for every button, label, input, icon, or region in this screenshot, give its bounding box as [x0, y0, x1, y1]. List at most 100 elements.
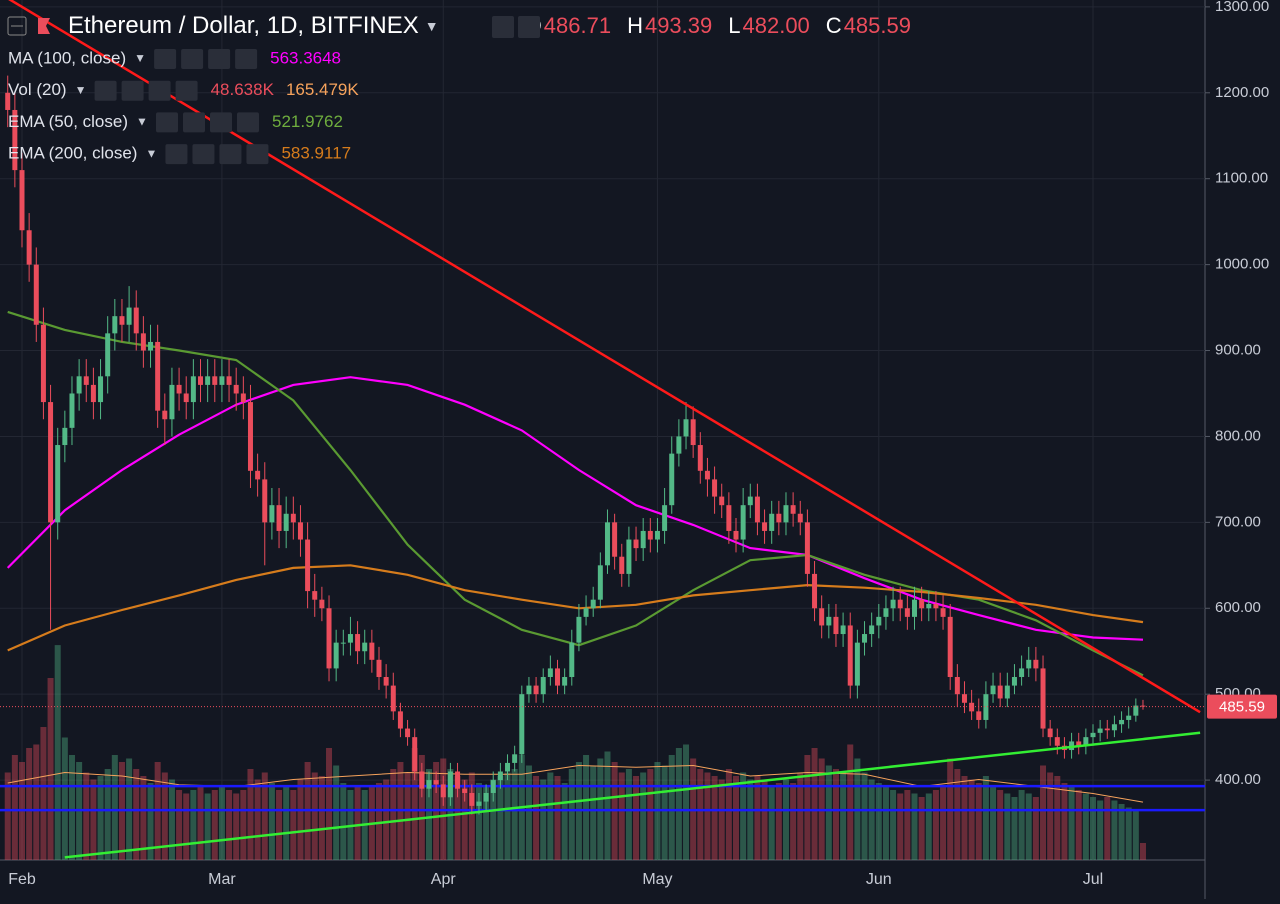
volume-bar: [204, 793, 211, 860]
candle-body: [497, 771, 503, 781]
candle-body: [83, 376, 89, 385]
x-tick-label: Feb: [8, 871, 36, 888]
candle-body: [812, 573, 818, 609]
candle-body: [305, 539, 311, 592]
collapse-icon[interactable]: [7, 16, 27, 36]
candle-body: [169, 384, 175, 420]
candle-body: [269, 505, 275, 523]
candle-body: [619, 556, 625, 574]
volume-bar: [1139, 842, 1146, 860]
legend-icon[interactable]: [246, 144, 269, 165]
legend-name: MA (100, close): [8, 48, 126, 67]
legend-icon[interactable]: [219, 144, 242, 165]
volume-bar: [1075, 790, 1082, 860]
candle-body: [126, 307, 132, 325]
legend-icon[interactable]: [181, 49, 204, 69]
volume-bar: [176, 790, 183, 860]
candle-body: [526, 685, 532, 695]
volume-bar: [1018, 790, 1025, 860]
candle-body: [1119, 719, 1125, 725]
volume-bar: [861, 772, 868, 860]
legend-icon[interactable]: [183, 112, 205, 133]
volume-bar: [425, 769, 432, 860]
volume-bar: [47, 678, 54, 860]
volume-bar: [718, 779, 725, 860]
candle-body: [233, 384, 239, 394]
candle-body: [512, 754, 518, 763]
candle-body: [162, 410, 168, 420]
header-icon[interactable]: [518, 16, 540, 38]
x-tick-label: May: [642, 871, 672, 888]
volume-bar: [247, 769, 254, 860]
candle-body: [62, 427, 68, 446]
legend-icon[interactable]: [210, 112, 232, 133]
volume-bar: [133, 769, 140, 860]
candle-body: [1011, 677, 1017, 686]
volume-bar: [990, 786, 997, 860]
candle-body: [355, 634, 361, 652]
volume-bar: [797, 772, 804, 860]
candle-body: [547, 668, 553, 678]
candle-body: [90, 384, 96, 403]
candle-body: [155, 341, 161, 411]
volume-bar: [376, 783, 382, 860]
volume-bar: [940, 786, 947, 860]
candle-body: [669, 453, 675, 506]
volume-bar: [404, 772, 411, 860]
volume-bar: [847, 744, 854, 860]
candle-body: [476, 801, 482, 806]
candle-body: [112, 316, 118, 334]
candle-body: [1076, 741, 1082, 746]
volume-bar: [1040, 765, 1047, 860]
candle-body: [912, 599, 917, 617]
candle-body: [240, 393, 246, 403]
candle-body: [947, 616, 953, 678]
grid: [0, 0, 1205, 860]
volume-bar: [997, 790, 1004, 860]
candle-body: [519, 694, 525, 755]
header-icon[interactable]: [492, 16, 514, 38]
volume-bar: [218, 786, 225, 860]
candle-body: [804, 522, 810, 574]
candle-body: [797, 513, 803, 523]
legend-icon[interactable]: [165, 144, 188, 165]
candle-body: [562, 677, 568, 686]
candle-body: [290, 513, 296, 523]
candle-body: [219, 376, 225, 385]
legend-icon[interactable]: [175, 80, 198, 101]
ohlc-value: 482.00: [743, 13, 810, 38]
candle-body: [176, 384, 182, 394]
legend-icon[interactable]: [156, 112, 178, 133]
volume-bar: [197, 786, 204, 860]
candle-body: [69, 393, 75, 428]
candle-body: [819, 608, 825, 626]
volume-bar: [1082, 793, 1089, 860]
legend-name: Vol (20): [8, 80, 67, 99]
volume-bar: [168, 779, 175, 860]
candle-body: [119, 316, 125, 325]
candle-body: [576, 616, 582, 643]
volume-bar: [897, 793, 904, 860]
legend-icon[interactable]: [208, 49, 231, 69]
legend-icon[interactable]: [154, 49, 177, 69]
candle-body: [319, 599, 325, 609]
volume-bar: [775, 783, 782, 860]
legend-icon[interactable]: [121, 80, 144, 101]
candle-body: [183, 393, 189, 403]
volume-bar: [754, 776, 761, 860]
legend-icon[interactable]: [148, 80, 171, 101]
volume-bar: [1068, 786, 1075, 860]
legend-value: 165.479K: [286, 80, 359, 99]
candle-body: [1083, 737, 1089, 746]
candle-body: [940, 608, 946, 617]
legend-icon[interactable]: [235, 49, 258, 69]
candle-body: [933, 603, 939, 609]
legend-icon[interactable]: [94, 80, 117, 101]
volume-bar: [40, 727, 47, 860]
volume-bar: [768, 786, 775, 860]
legend-icon[interactable]: [192, 144, 215, 165]
candle-body: [412, 737, 418, 772]
candle-body: [569, 642, 575, 678]
legend-icon[interactable]: [237, 112, 259, 133]
volume-bar: [497, 776, 504, 860]
